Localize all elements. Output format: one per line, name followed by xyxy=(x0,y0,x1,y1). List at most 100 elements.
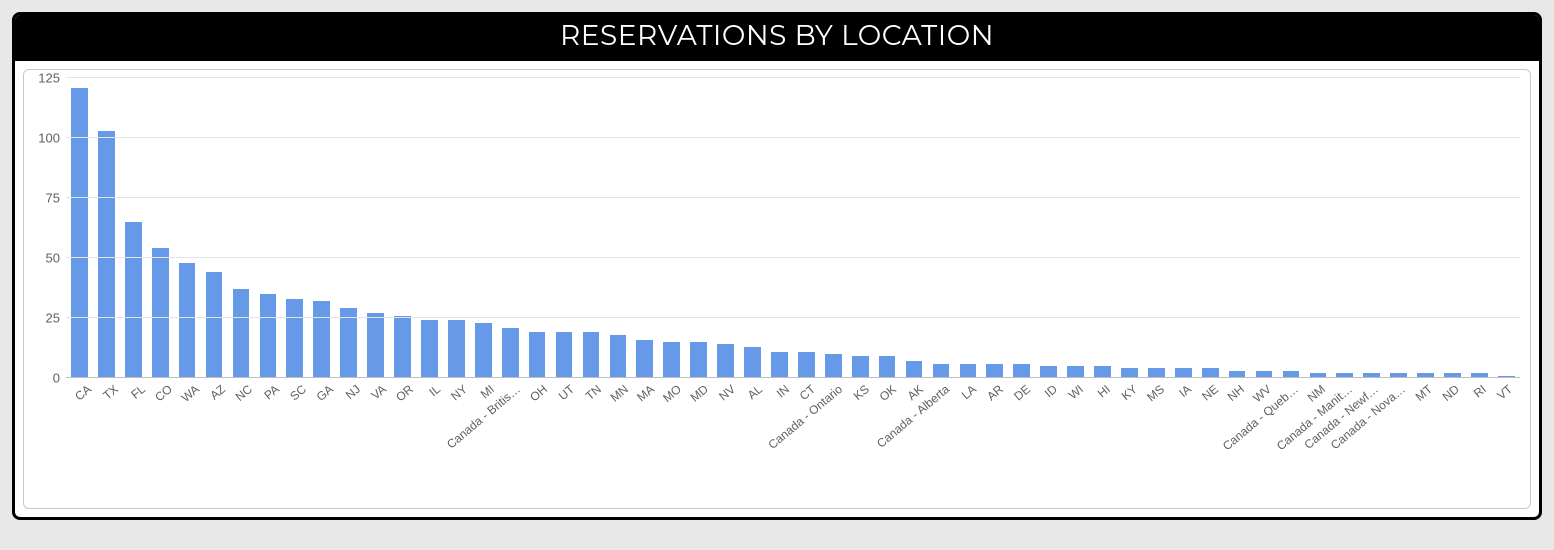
x-slot: LA xyxy=(957,378,984,498)
x-label: ND xyxy=(1440,382,1462,404)
bar xyxy=(744,347,761,378)
x-slot: VT xyxy=(1493,378,1520,498)
bar-slot xyxy=(524,78,551,378)
bar xyxy=(771,352,788,378)
bar-slot xyxy=(416,78,443,378)
x-label: MA xyxy=(635,382,658,404)
x-slot: OH xyxy=(528,378,555,498)
bar-slot xyxy=(954,78,981,378)
bar xyxy=(98,131,115,378)
bar xyxy=(475,323,492,378)
bar xyxy=(717,344,734,378)
bar-slot xyxy=(1035,78,1062,378)
bar-slot xyxy=(1277,78,1304,378)
chart-card: RESERVATIONS BY LOCATION 1251007550250 C… xyxy=(12,12,1542,520)
x-label: PA xyxy=(262,382,283,402)
bar xyxy=(906,361,923,378)
x-label: UT xyxy=(556,382,577,403)
grid-line xyxy=(66,197,1520,198)
x-slot: NJ xyxy=(340,378,367,498)
x-slot: Canada - Britis… xyxy=(501,378,528,498)
x-slot: PA xyxy=(260,378,287,498)
x-slot: AL xyxy=(742,378,769,498)
x-label: MT xyxy=(1413,382,1435,404)
bar-slot xyxy=(1385,78,1412,378)
bar-slot xyxy=(308,78,335,378)
bar xyxy=(367,313,384,378)
grid-line xyxy=(66,137,1520,138)
bar xyxy=(1013,364,1030,378)
bar-slot xyxy=(470,78,497,378)
x-label: NJ xyxy=(342,382,362,402)
bar-slot xyxy=(1439,78,1466,378)
bar-slot xyxy=(874,78,901,378)
x-label: NY xyxy=(448,382,470,403)
x-label: FL xyxy=(128,382,148,402)
bar-slot xyxy=(497,78,524,378)
x-slot: HI xyxy=(1091,378,1118,498)
bar-slot xyxy=(1224,78,1251,378)
bar-slot xyxy=(120,78,147,378)
bar-slot xyxy=(1412,78,1439,378)
x-label: LA xyxy=(959,382,979,402)
bar xyxy=(663,342,680,378)
bar-slot xyxy=(1251,78,1278,378)
bar-slot xyxy=(201,78,228,378)
plot-area xyxy=(66,78,1520,378)
bar-slot xyxy=(1466,78,1493,378)
x-slot: SC xyxy=(287,378,314,498)
x-slot: Canada - Nova… xyxy=(1386,378,1413,498)
x-label: MD xyxy=(688,382,711,405)
x-label: IN xyxy=(773,382,791,400)
x-slot: ND xyxy=(1439,378,1466,498)
bar-slot xyxy=(847,78,874,378)
x-slot: AZ xyxy=(206,378,233,498)
bar xyxy=(879,356,896,378)
x-slot: CA xyxy=(72,378,99,498)
x-label: VA xyxy=(369,382,390,402)
x-slot: OR xyxy=(394,378,421,498)
grid-line xyxy=(66,257,1520,258)
x-slot: IL xyxy=(421,378,448,498)
bar xyxy=(798,352,815,378)
bar xyxy=(448,320,465,378)
x-label: MS xyxy=(1144,382,1167,404)
bar xyxy=(340,308,357,378)
x-slot: NV xyxy=(716,378,743,498)
x-label: IL xyxy=(426,382,443,399)
bar-slot xyxy=(254,78,281,378)
plot-row: 1251007550250 xyxy=(34,78,1520,378)
x-slot: WA xyxy=(179,378,206,498)
x-slot: MT xyxy=(1413,378,1440,498)
x-slot: RI xyxy=(1466,378,1493,498)
x-slot: MA xyxy=(635,378,662,498)
x-label: OK xyxy=(876,382,898,404)
x-slot: AR xyxy=(984,378,1011,498)
x-slot: IA xyxy=(1171,378,1198,498)
x-label: VT xyxy=(1495,382,1516,403)
bar xyxy=(179,263,196,378)
grid-line xyxy=(66,77,1520,78)
bars-container xyxy=(66,78,1520,378)
bar xyxy=(152,248,169,378)
x-axis-labels: CATXFLCOWAAZNCPASCGANJVAORILNYMICanada -… xyxy=(72,378,1520,498)
chart-frame: 1251007550250 CATXFLCOWAAZNCPASCGANJVAOR… xyxy=(23,69,1531,509)
x-label: NE xyxy=(1199,382,1221,403)
x-slot: CO xyxy=(152,378,179,498)
x-label: WA xyxy=(178,382,201,405)
bar xyxy=(502,328,519,378)
x-slot: TX xyxy=(99,378,126,498)
x-slot: KY xyxy=(1118,378,1145,498)
bar-slot xyxy=(281,78,308,378)
x-slot: MN xyxy=(608,378,635,498)
bar xyxy=(986,364,1003,378)
x-slot: NE xyxy=(1198,378,1225,498)
bar-slot xyxy=(658,78,685,378)
bar xyxy=(825,354,842,378)
x-label: RI xyxy=(1470,382,1488,400)
x-slot: WI xyxy=(1064,378,1091,498)
bar-slot xyxy=(1008,78,1035,378)
x-slot: FL xyxy=(126,378,153,498)
x-label: MN xyxy=(607,382,630,405)
x-slot: UT xyxy=(555,378,582,498)
